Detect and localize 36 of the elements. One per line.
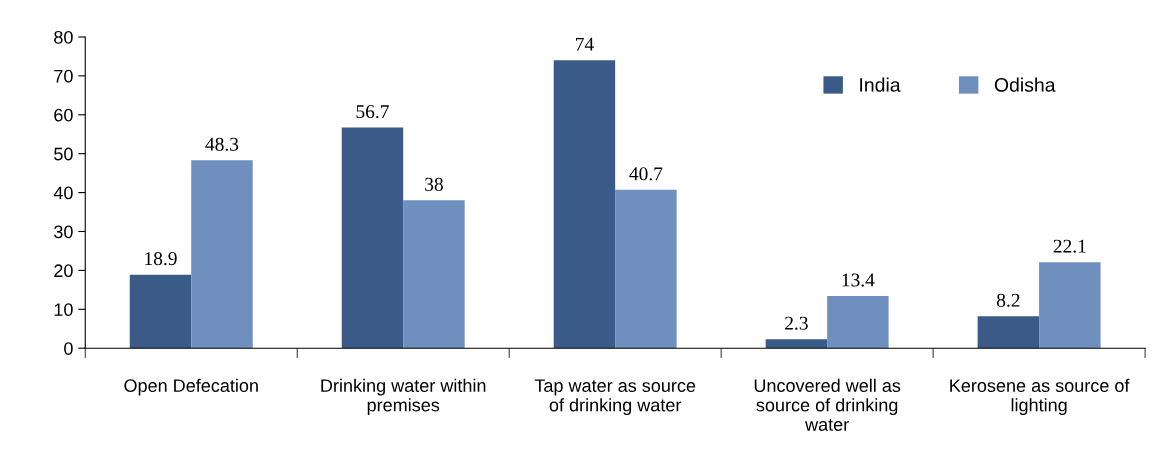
data-label: 56.7 [356, 105, 389, 119]
bar [1039, 262, 1101, 349]
bar [977, 316, 1040, 349]
bar [615, 189, 677, 349]
y-tick-label: 30 [54, 225, 73, 239]
y-tick-label: 20 [54, 264, 73, 278]
data-label: 22.1 [1053, 239, 1086, 253]
data-label: 8.2 [996, 293, 1020, 307]
legend-label: India [860, 77, 901, 92]
legend-label: Odisha [994, 77, 1056, 92]
bar [827, 296, 889, 349]
y-tick-label: 70 [54, 69, 73, 83]
y-tick-label: 10 [54, 303, 73, 317]
data-label: 38 [425, 177, 443, 191]
x-tick-label: Drinking water within premises [321, 378, 486, 416]
x-tick-label: Kerosene as source of lighting [950, 378, 1130, 416]
bar [553, 60, 616, 349]
bar [765, 339, 828, 349]
data-label: 48.3 [205, 137, 239, 151]
x-tick-label: Uncovered well as source of drinking water [754, 378, 901, 431]
bar [129, 274, 192, 349]
data-label: 2.3 [785, 316, 808, 330]
data-label: 74 [575, 37, 594, 51]
y-tick-label: 50 [54, 147, 73, 161]
y-tick-label: 40 [53, 186, 73, 200]
data-label: 13.4 [842, 273, 875, 287]
bar [191, 160, 253, 349]
data-label: 18.9 [145, 252, 177, 266]
data-label: 40.7 [629, 167, 663, 181]
bar [341, 127, 404, 349]
x-tick-label: Open Defecation [124, 378, 258, 396]
y-tick-label: 80 [54, 30, 73, 44]
y-tick-label: 0 [64, 342, 73, 355]
y-tick-label: 60 [54, 108, 73, 122]
bar [403, 200, 465, 349]
x-tick-label: Tap water as source of drinking water [534, 379, 696, 416]
